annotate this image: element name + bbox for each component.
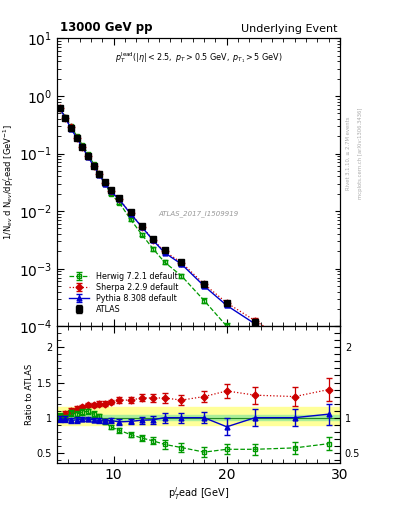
Bar (57, 415, 340, 420)
X-axis label: p$_T^{l}$ead [GeV]: p$_T^{l}$ead [GeV] (168, 485, 229, 502)
Y-axis label: 1/N$_{ev}$ d N$_{ev}$/dp$_T^{l}$ead [GeV$^{-1}$]: 1/N$_{ev}$ d N$_{ev}$/dp$_T^{l}$ead [GeV… (1, 124, 16, 240)
Bar (57, 407, 340, 424)
Text: ATLAS_2017_I1509919: ATLAS_2017_I1509919 (158, 210, 239, 217)
Text: 13000 GeV pp: 13000 GeV pp (60, 21, 152, 34)
Text: Rivet 3.1.10, ≥ 2.7M events: Rivet 3.1.10, ≥ 2.7M events (346, 117, 351, 190)
Text: mcplots.cern.ch [arXiv:1306.3436]: mcplots.cern.ch [arXiv:1306.3436] (358, 108, 363, 199)
Text: $p_T^{\rm lead}(|\eta| < 2.5,\ p_T > 0.5\ {\rm GeV},\ p_{T_1} > 5\ {\rm GeV})$: $p_T^{\rm lead}(|\eta| < 2.5,\ p_T > 0.5… (115, 50, 282, 65)
Legend: Herwig 7.2.1 default, Sherpa 2.2.9 default, Pythia 8.308 default, ATLAS: Herwig 7.2.1 default, Sherpa 2.2.9 defau… (67, 270, 180, 316)
Text: Underlying Event: Underlying Event (241, 24, 337, 34)
Y-axis label: Ratio to ATLAS: Ratio to ATLAS (25, 364, 34, 425)
